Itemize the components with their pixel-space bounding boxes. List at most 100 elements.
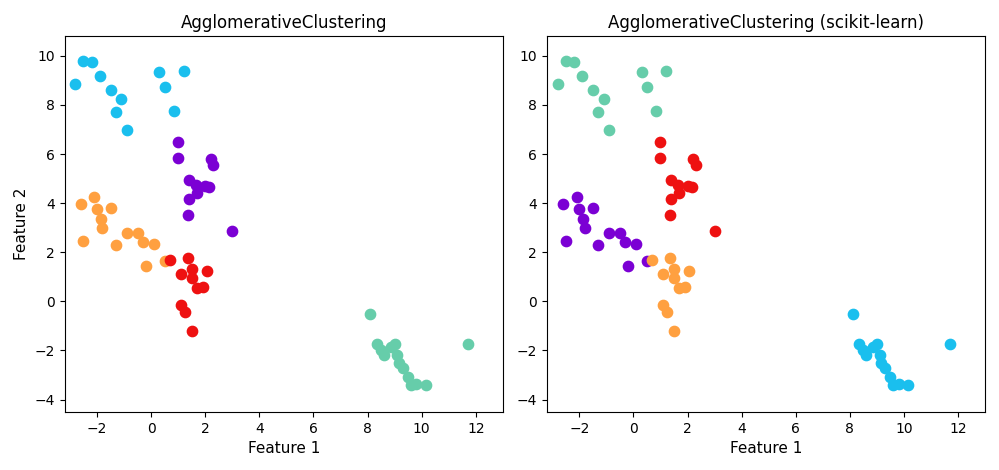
Point <box>652 138 668 146</box>
Point <box>659 309 675 316</box>
Point <box>568 193 584 201</box>
Point <box>676 283 692 290</box>
Point <box>706 227 722 235</box>
Point <box>67 80 83 88</box>
Point <box>391 359 407 367</box>
Point <box>942 341 958 348</box>
Point <box>666 327 682 335</box>
Point <box>617 239 633 246</box>
Point <box>130 229 146 236</box>
Point <box>663 176 679 184</box>
Point <box>84 58 100 66</box>
Point <box>401 374 417 381</box>
Point <box>363 310 379 317</box>
Point <box>595 95 611 102</box>
Point <box>177 309 193 316</box>
Point <box>135 239 151 246</box>
Point <box>648 107 664 115</box>
Point <box>584 204 600 212</box>
Point <box>197 182 213 190</box>
Point <box>89 205 105 213</box>
Point <box>460 341 476 348</box>
Point <box>108 109 124 116</box>
Point <box>409 380 425 387</box>
Point <box>201 183 217 191</box>
Point <box>855 347 871 354</box>
Point <box>103 86 119 94</box>
Point <box>184 274 200 282</box>
Point <box>851 341 867 348</box>
Point <box>146 240 162 247</box>
Point <box>151 68 167 76</box>
Point <box>620 262 636 269</box>
Point <box>76 237 92 245</box>
Point <box>571 205 587 213</box>
Point <box>387 341 403 348</box>
Point <box>869 341 885 348</box>
Point <box>685 155 701 163</box>
Point <box>73 201 89 208</box>
Point <box>662 212 678 219</box>
Point <box>383 343 399 351</box>
Point <box>418 381 434 389</box>
Point <box>93 215 109 223</box>
Point <box>119 126 135 133</box>
Point <box>683 183 699 191</box>
Point <box>655 271 671 278</box>
Point <box>557 237 573 245</box>
Point <box>92 72 108 79</box>
Point <box>403 381 419 389</box>
Point <box>652 154 668 162</box>
Point <box>162 256 178 263</box>
Point <box>189 189 205 197</box>
Point <box>871 352 887 359</box>
Point <box>900 381 916 389</box>
Point <box>575 215 591 223</box>
Point <box>157 257 173 265</box>
Point <box>119 229 135 236</box>
Title: AgglomerativeClustering: AgglomerativeClustering <box>181 14 387 32</box>
Point <box>173 271 189 278</box>
Point <box>639 83 655 90</box>
Point <box>170 138 186 146</box>
Point <box>633 68 649 76</box>
Point <box>108 241 124 249</box>
Point <box>549 80 565 88</box>
Point <box>671 284 687 291</box>
Point <box>157 83 173 90</box>
Point <box>195 283 211 290</box>
Point <box>666 274 682 282</box>
Point <box>76 57 92 64</box>
Point <box>181 176 197 184</box>
Point <box>189 284 205 291</box>
Point <box>86 193 102 201</box>
Point <box>882 374 898 381</box>
Point <box>885 381 901 389</box>
X-axis label: Feature 1: Feature 1 <box>248 441 320 456</box>
Point <box>877 364 893 371</box>
Point <box>590 109 606 116</box>
Title: AgglomerativeClustering (scikit-learn): AgglomerativeClustering (scikit-learn) <box>608 14 924 32</box>
Point <box>395 364 411 371</box>
Point <box>844 310 860 317</box>
Point <box>138 262 154 269</box>
Point <box>184 327 200 335</box>
Point <box>113 95 129 102</box>
Point <box>662 255 678 262</box>
Point <box>858 352 874 359</box>
Point <box>373 347 389 354</box>
Point <box>184 266 200 273</box>
Point <box>180 255 196 262</box>
Point <box>188 181 204 188</box>
Point <box>611 229 627 236</box>
Point <box>390 352 406 359</box>
Point <box>670 181 686 188</box>
Point <box>176 67 192 74</box>
Point <box>376 352 392 359</box>
Point <box>180 212 196 219</box>
Point <box>601 126 617 133</box>
Point <box>644 256 660 263</box>
Point <box>873 359 889 367</box>
Point <box>95 224 111 231</box>
Point <box>663 196 679 203</box>
